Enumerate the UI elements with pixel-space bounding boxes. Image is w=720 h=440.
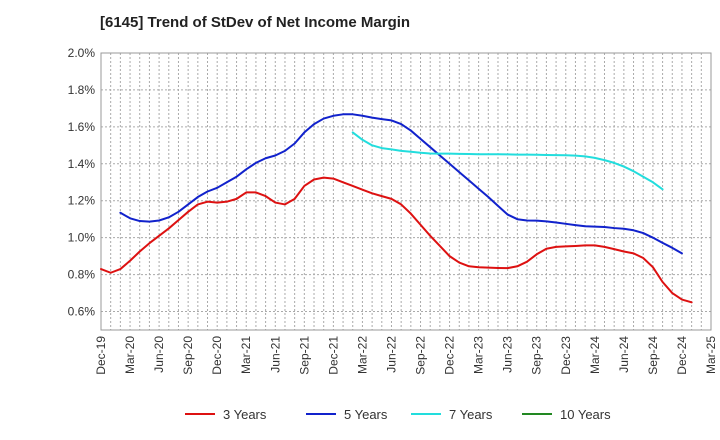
axes: 0.6% 0.8% 1.0% 1.2% 1.4% 1.6% 1.8% 2.0% Dec-19 Ma… — [68, 46, 718, 375]
y-tick-label: 1.6% — [68, 120, 96, 134]
series-lines — [100, 113, 693, 304]
series-line-5-years — [119, 113, 683, 255]
x-tick-label: Mar-25 — [704, 336, 718, 374]
x-tick-label: Dec-20 — [210, 336, 224, 375]
x-tick-label: Jun-21 — [268, 336, 282, 373]
x-tick-label: Jun-20 — [152, 336, 166, 373]
x-tick-label: Jun-24 — [617, 336, 631, 373]
x-tick-label: Sep-24 — [646, 336, 660, 375]
x-tick-label: Sep-23 — [530, 336, 544, 375]
x-tick-label: Mar-21 — [239, 336, 253, 374]
y-tick-label: 1.2% — [68, 194, 96, 208]
y-tick-label: 1.0% — [68, 231, 96, 245]
x-tick-label: Sep-21 — [297, 336, 311, 375]
legend-label: 10 Years — [560, 407, 611, 422]
x-tick-label: Dec-22 — [443, 336, 457, 375]
x-tick-label: Mar-23 — [472, 336, 486, 374]
plot-frame — [100, 52, 712, 331]
chart-title: [6145] Trend of StDev of Net Income Marg… — [100, 14, 411, 31]
x-tick-label: Dec-23 — [559, 336, 573, 375]
series-line-7-years — [351, 131, 664, 191]
x-tick-label: Jun-22 — [384, 336, 398, 373]
legend-label: 5 Years — [344, 407, 388, 422]
x-tick-label: Mar-20 — [123, 336, 137, 374]
x-tick-label: Dec-21 — [326, 336, 340, 375]
y-tick-label: 1.8% — [68, 83, 96, 97]
legend: 3 Years 5 Years 7 Years 10 Years — [185, 407, 611, 422]
legend-label: 7 Years — [449, 407, 493, 422]
x-tick-label: Jun-23 — [501, 336, 515, 373]
series-line-3-years — [100, 176, 693, 304]
x-tick-label: Dec-24 — [675, 336, 689, 375]
x-tick-label: Mar-24 — [588, 336, 602, 374]
x-tick-label: Mar-22 — [355, 336, 369, 374]
y-tick-label: 0.6% — [68, 305, 96, 319]
y-tick-label: 0.8% — [68, 268, 96, 282]
grid-lines — [100, 52, 712, 330]
x-tick-label: Sep-20 — [181, 336, 195, 375]
x-tick-label: Dec-19 — [94, 336, 108, 375]
y-tick-label: 1.4% — [68, 157, 96, 171]
y-tick-label: 2.0% — [68, 46, 96, 60]
x-tick-label: Sep-22 — [414, 336, 428, 375]
legend-label: 3 Years — [223, 407, 267, 422]
